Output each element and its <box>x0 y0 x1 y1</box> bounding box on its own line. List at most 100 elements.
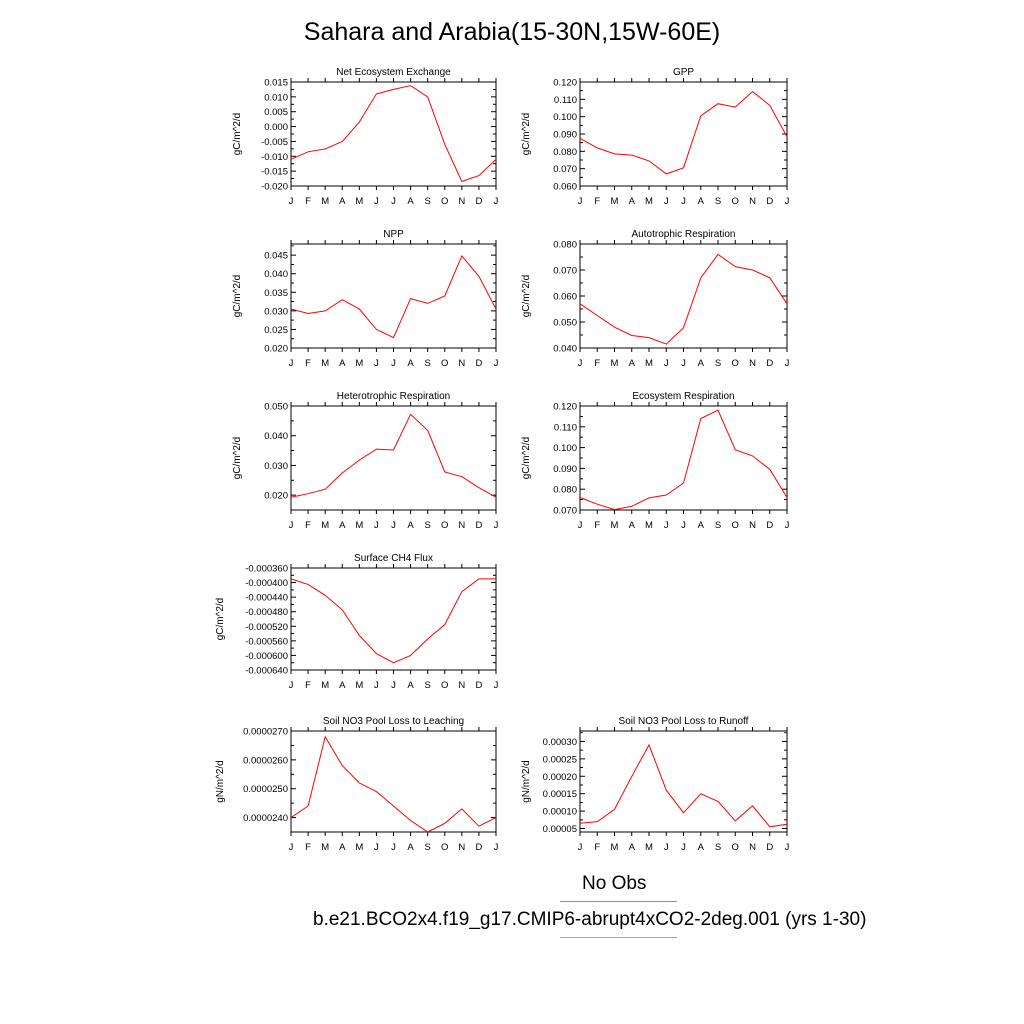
y-tick-label: -0.015 <box>261 167 288 178</box>
x-tick-label-10: N <box>749 520 756 531</box>
x-tick-label-8: S <box>424 842 430 853</box>
x-tick-label-1: F <box>594 196 600 207</box>
x-tick-label-7: A <box>698 196 705 207</box>
x-tick-label-8: S <box>424 680 430 691</box>
y-tick-label: 0.070 <box>553 506 577 517</box>
y-axis-label: gC/m^2/d <box>215 598 226 641</box>
y-tick-label: -0.020 <box>261 182 288 193</box>
x-tick-label-0: J <box>289 842 294 853</box>
series-line-soil-no3-pool-loss-to-runoff <box>579 743 788 828</box>
x-tick-label-9: O <box>441 520 448 531</box>
x-tick-label-12: J <box>494 196 499 207</box>
x-tick-label-12: J <box>494 358 499 369</box>
x-tick-label-12: J <box>494 680 499 691</box>
y-tick-label: 0.00005 <box>543 824 577 835</box>
y-tick-label: 0.040 <box>264 269 288 280</box>
x-tick-label-3: A <box>339 520 346 531</box>
y-tick-label: -0.000400 <box>245 578 288 589</box>
y-tick-label: 0.090 <box>553 464 577 475</box>
series-line-net-ecosystem-exchange <box>290 85 497 183</box>
y-tick-label: 0.060 <box>553 292 577 303</box>
panel-title: GPP <box>673 67 694 78</box>
x-tick-label-10: N <box>458 196 465 207</box>
x-tick-label-12: J <box>785 196 790 207</box>
y-tick-label: 0.060 <box>553 182 577 193</box>
x-tick-label-5: J <box>664 842 669 853</box>
y-tick-label: 0.080 <box>553 485 577 496</box>
plot-frame <box>579 243 788 349</box>
x-tick-label-7: A <box>407 842 414 853</box>
x-tick-label-9: O <box>732 358 739 369</box>
panel-title: Surface CH4 Flux <box>354 553 433 564</box>
x-tick-label-6: J <box>391 680 396 691</box>
x-tick-label-6: J <box>391 196 396 207</box>
x-tick-label-3: A <box>629 196 636 207</box>
y-tick-label: 0.050 <box>553 318 577 329</box>
y-tick-label: -0.000640 <box>245 666 288 677</box>
y-tick-label: 0.00030 <box>543 737 577 748</box>
x-tick-label-8: S <box>424 520 430 531</box>
x-tick-label-4: M <box>355 358 363 369</box>
x-tick-label-6: J <box>391 358 396 369</box>
panel-title: NPP <box>383 229 404 240</box>
y-tick-label: 0.080 <box>553 147 577 158</box>
x-tick-label-8: S <box>715 196 721 207</box>
y-tick-label: 0.015 <box>264 78 288 89</box>
y-tick-label: 0.090 <box>553 130 577 141</box>
x-tick-label-1: F <box>594 842 600 853</box>
x-tick-label-1: F <box>305 842 311 853</box>
series-line-heterotrophic-respiration <box>290 413 497 498</box>
y-tick-label: -0.000520 <box>245 622 288 633</box>
y-axis-label: gN/m^2/d <box>215 760 226 803</box>
x-tick-label-6: J <box>681 358 686 369</box>
x-tick-label-12: J <box>494 842 499 853</box>
y-tick-label: 0.00020 <box>543 772 577 783</box>
figure-title: Sahara and Arabia(15-30N,15W-60E) <box>303 18 721 46</box>
y-tick-label: 0.050 <box>264 402 288 413</box>
x-tick-label-10: N <box>749 196 756 207</box>
x-tick-label-0: J <box>578 358 583 369</box>
x-tick-label-3: A <box>629 358 636 369</box>
x-tick-label-4: M <box>355 520 363 531</box>
panel-title: Soil NO3 Pool Loss to Runoff <box>619 716 749 727</box>
panel-net-ecosystem-exchange: Net Ecosystem Exchange gC/m^2/d -0.020 -0.0… <box>232 67 499 207</box>
legend-no-obs-label: No Obs <box>582 873 647 894</box>
legend-no-obs-line <box>560 901 677 902</box>
y-axis-label: gN/m^2/d <box>521 760 532 803</box>
x-tick-label-7: A <box>698 520 705 531</box>
panel-soil-no3-pool-loss-to-leaching: Soil NO3 Pool Loss to Leaching gN/m^2/d 0.… <box>215 716 499 853</box>
x-tick-label-9: O <box>441 680 448 691</box>
plot-frame <box>290 405 497 511</box>
y-axis-label: gC/m^2/d <box>232 113 243 156</box>
y-tick-label: 0.080 <box>553 240 577 251</box>
x-tick-label-6: J <box>681 842 686 853</box>
x-tick-label-9: O <box>441 196 448 207</box>
x-tick-label-2: M <box>611 196 619 207</box>
series-line-surface-ch4-flux <box>290 578 496 664</box>
y-tick-label: 0.110 <box>554 422 577 433</box>
x-tick-label-2: M <box>611 358 619 369</box>
y-tick-label: -0.000440 <box>245 593 288 604</box>
y-tick-label: 0.040 <box>553 344 577 355</box>
x-tick-label-5: J <box>374 358 379 369</box>
x-tick-label-6: J <box>391 842 396 853</box>
x-tick-label-0: J <box>289 358 294 369</box>
x-tick-label-5: J <box>374 520 379 531</box>
x-tick-label-5: J <box>374 842 379 853</box>
y-tick-label: 0.070 <box>553 266 577 277</box>
y-tick-label: 0.00025 <box>543 754 577 765</box>
y-tick-label: -0.010 <box>261 152 288 163</box>
y-tick-label: 0.030 <box>264 461 288 472</box>
x-tick-label-2: M <box>611 520 619 531</box>
series-line-autotrophic-respiration <box>579 253 788 345</box>
y-tick-label: 0.0000250 <box>243 784 288 795</box>
x-tick-label-4: M <box>645 358 653 369</box>
y-tick-label: 0.00015 <box>543 789 577 800</box>
x-tick-label-7: A <box>407 358 414 369</box>
y-tick-label: 0.035 <box>264 288 288 299</box>
x-tick-label-2: M <box>321 520 329 531</box>
x-tick-label-3: A <box>339 358 346 369</box>
x-tick-label-10: N <box>458 680 465 691</box>
x-tick-label-0: J <box>578 842 583 853</box>
panel-soil-no3-pool-loss-to-runoff: Soil NO3 Pool Loss to Runoff gN/m^2/d 0.00… <box>521 716 790 853</box>
